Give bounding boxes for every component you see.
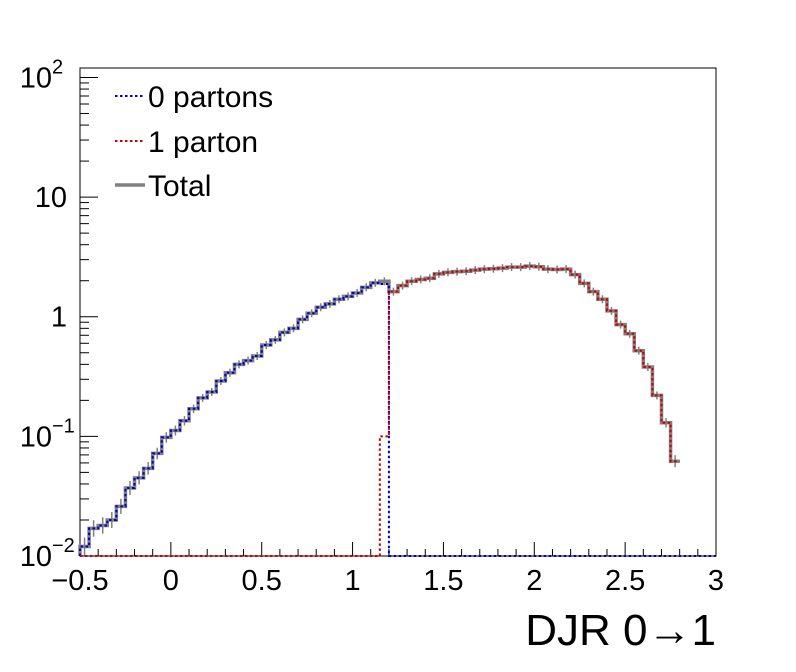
x-tick-label: 1.5 [423,565,463,597]
y-tick-label: 10 [20,62,52,94]
plot-frame [79,67,717,557]
x-axis-label: DJR 0→1 [525,606,716,655]
legend-label-0-partons: 0 partons [148,81,273,114]
series-layer [78,262,716,557]
series-line-total [78,264,680,556]
x-tick-label: 1 [345,565,361,597]
legend-label-total: Total [148,170,211,203]
legend: 0 partons 1 parton Total [115,81,273,203]
series-line-1-parton [80,265,680,557]
y-tick-exponent: −2 [52,535,75,557]
y-tick-label: 1 [51,302,67,334]
legend-label-1-parton: 1 parton [148,126,258,159]
y-tick-label: 10 [20,541,52,573]
series-line-0-partons [79,281,716,557]
x-tick-label: −0.5 [51,565,108,597]
y-tick-label: 10 [20,421,52,453]
x-tick-label: 0 [163,565,179,597]
x-tick-label: 3 [708,565,724,597]
y-tick-exponent: −1 [52,415,75,437]
x-tick-label: 2.5 [605,565,645,597]
y-tick-label: 10 [35,182,67,214]
x-tick-label: 2 [526,565,542,597]
x-tick-label: 0.5 [242,565,282,597]
y-tick-exponent: 2 [52,56,63,78]
